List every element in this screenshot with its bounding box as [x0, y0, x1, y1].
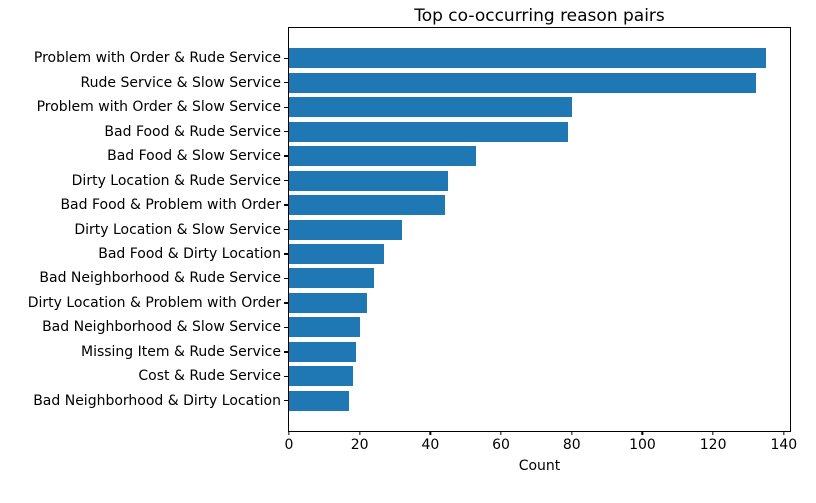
x-tick-label: 80: [562, 437, 581, 453]
y-tick-label: Problem with Order & Rude Service: [33, 50, 281, 67]
x-tick-label: 120: [699, 437, 727, 453]
bar-row: Bad Neighborhood & Rude Service: [39, 266, 790, 290]
y-tick-mark: [284, 277, 288, 280]
bar-row: Bad Food & Slow Service: [107, 144, 790, 168]
y-tick-mark: [284, 106, 288, 108]
x-axis-label: Count: [518, 458, 561, 474]
bars-container: Problem with Order & Rude Service Rude Se…: [28, 46, 790, 413]
x-tick-label: 140: [770, 437, 798, 453]
plot-area: Problem with Order & Rude Service Rude Se…: [28, 27, 797, 473]
y-tick-mark: [284, 375, 288, 377]
bar: [289, 341, 357, 362]
y-tick-label: Cost & Rude Service: [138, 368, 281, 385]
x-tick-mark: [429, 431, 432, 435]
bar: [289, 390, 350, 411]
y-tick-label: Missing Item & Rude Service: [80, 343, 281, 360]
bar: [289, 243, 385, 264]
x-tick-label: 40: [421, 437, 440, 453]
x-tick-label: 100: [629, 437, 656, 453]
y-tick-mark: [284, 326, 288, 329]
y-tick-label: Bad Food & Slow Service: [107, 148, 281, 165]
y-tick-mark: [284, 179, 288, 182]
y-tick-mark: [284, 228, 288, 231]
chart-title: Top co-occurring reason pairs: [414, 6, 665, 26]
bar-row: Cost & Rude Service: [138, 364, 790, 388]
x-tick-mark: [288, 431, 290, 435]
bar: [289, 146, 477, 167]
y-tick-label: Bad Neighborhood & Slow Service: [42, 319, 281, 336]
bar-row: Dirty Location & Problem with Order: [28, 291, 790, 315]
x-tick-label: 0: [284, 437, 294, 453]
y-tick-mark: [284, 351, 288, 353]
y-tick-mark: [284, 82, 288, 84]
y-tick-mark: [284, 57, 288, 59]
bar-row: Bad Food & Problem with Order: [60, 193, 790, 217]
y-tick-mark: [284, 204, 288, 206]
bar-row: Bad Food & Rude Service: [104, 119, 790, 143]
x-tick-label: 60: [492, 437, 510, 453]
y-tick-label: Bad Neighborhood & Dirty Location: [33, 392, 281, 409]
bar-row: Bad Neighborhood & Dirty Location: [33, 389, 790, 413]
bar-row: Bad Food & Dirty Location: [98, 242, 790, 266]
y-tick-mark: [284, 302, 288, 304]
bar: [289, 219, 403, 240]
bar: [289, 268, 374, 289]
y-tick-label: Problem with Order & Slow Service: [36, 99, 281, 116]
y-tick-mark: [284, 400, 288, 402]
bar: [289, 195, 445, 216]
bar: [289, 72, 756, 93]
bar: [289, 317, 360, 338]
bar: [289, 292, 367, 313]
bar-row: Bad Neighborhood & Slow Service: [42, 315, 790, 339]
x-tick-mark: [359, 431, 361, 435]
bar: [289, 121, 569, 142]
bar-row: Problem with Order & Slow Service: [37, 95, 790, 119]
x-tick-mark: [571, 431, 573, 435]
bar: [289, 170, 449, 191]
x-tick-mark: [500, 431, 502, 435]
bar-row: Rude Service & Slow Service: [81, 70, 790, 94]
x-tick-mark: [712, 431, 714, 435]
y-tick-label: Bad Food & Rude Service: [104, 123, 281, 140]
bar-row: Problem with Order & Rude Service: [34, 46, 790, 70]
bar: [289, 366, 353, 387]
x-tick-mark: [783, 431, 785, 435]
x-tick-mark: [641, 431, 644, 435]
y-tick-mark: [284, 130, 288, 133]
y-tick-label: Bad Neighborhood & Rude Service: [39, 270, 281, 287]
y-tick-label: Rude Service & Slow Service: [80, 74, 281, 91]
bar-row: Dirty Location & Rude Service: [72, 168, 790, 192]
bar-row: Missing Item & Rude Service: [81, 340, 790, 364]
y-tick-mark: [284, 155, 288, 157]
y-tick-label: Dirty Location & Rude Service: [71, 172, 281, 189]
y-tick-label: Bad Food & Dirty Location: [98, 245, 281, 262]
x-tick-label: 20: [350, 437, 369, 453]
y-tick-label: Dirty Location & Slow Service: [74, 221, 281, 238]
bar-row: Dirty Location & Slow Service: [74, 217, 790, 241]
y-tick-label: Dirty Location & Problem with Order: [27, 294, 281, 311]
y-tick-label: Bad Food & Problem with Order: [60, 197, 281, 214]
y-tick-mark: [284, 253, 288, 255]
bar: [289, 97, 572, 118]
bar: [289, 48, 767, 69]
